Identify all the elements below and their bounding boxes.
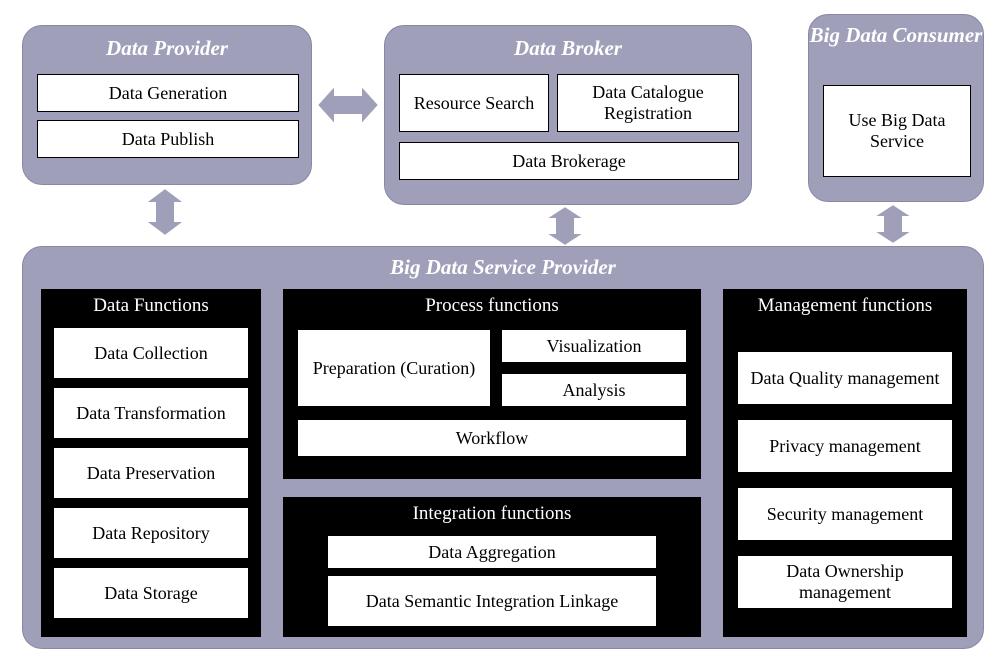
preparation-box: Preparation (Curation) (297, 329, 491, 407)
data-quality-box: Data Quality management (737, 351, 953, 405)
data-broker-title: Data Broker (385, 26, 751, 61)
data-provider-box: Data Provider Data Generation Data Publi… (22, 25, 312, 185)
data-repository-box: Data Repository (53, 507, 249, 559)
visualization-box: Visualization (501, 329, 687, 363)
arrow-provider-down-icon (140, 188, 190, 236)
integration-functions-title: Integration functions (283, 497, 701, 531)
data-preservation-box: Data Preservation (53, 447, 249, 499)
diagram-canvas: Data Provider Data Generation Data Publi… (0, 0, 1007, 663)
management-functions-title: Management functions (723, 289, 967, 323)
big-data-consumer-box: Big Data Consumer Use Big Data Service (808, 14, 984, 202)
data-collection-box: Data Collection (53, 327, 249, 379)
management-functions-box: Management functions Data Quality manage… (723, 289, 967, 637)
process-functions-box: Process functions Preparation (Curation)… (283, 289, 701, 479)
process-functions-title: Process functions (283, 289, 701, 323)
arrow-consumer-down-icon (868, 204, 918, 244)
resource-search-box: Resource Search (399, 74, 549, 132)
data-storage-box: Data Storage (53, 567, 249, 619)
arrow-broker-down-icon (540, 206, 590, 246)
privacy-mgmt-box: Privacy management (737, 419, 953, 473)
data-functions-title: Data Functions (41, 289, 261, 323)
data-aggregation-box: Data Aggregation (327, 535, 657, 569)
analysis-box: Analysis (501, 373, 687, 407)
data-catalogue-box: Data Catalogue Registration (557, 74, 739, 132)
ownership-mgmt-box: Data Ownership management (737, 555, 953, 609)
use-big-data-box: Use Big Data Service (823, 85, 971, 177)
workflow-box: Workflow (297, 419, 687, 457)
data-publish-box: Data Publish (37, 120, 299, 158)
data-semantic-box: Data Semantic Integration Linkage (327, 575, 657, 627)
data-brokerage-box: Data Brokerage (399, 142, 739, 180)
service-provider-title: Big Data Service Provider (23, 247, 983, 280)
data-transformation-box: Data Transformation (53, 387, 249, 439)
integration-functions-box: Integration functions Data Aggregation D… (283, 497, 701, 637)
big-data-consumer-title: Big Data Consumer (809, 15, 983, 47)
service-provider-box: Big Data Service Provider Data Functions… (22, 246, 984, 649)
data-functions-box: Data Functions Data Collection Data Tran… (41, 289, 261, 637)
arrow-provider-broker-icon (317, 80, 379, 130)
data-provider-title: Data Provider (23, 26, 311, 61)
data-broker-box: Data Broker Resource Search Data Catalog… (384, 25, 752, 205)
data-generation-box: Data Generation (37, 74, 299, 112)
security-mgmt-box: Security management (737, 487, 953, 541)
